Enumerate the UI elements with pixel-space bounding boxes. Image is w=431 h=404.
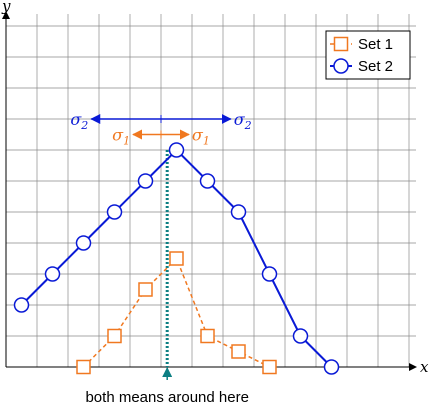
data-point-set1	[138, 282, 153, 297]
axes: xy	[1, 0, 429, 376]
sigma-1-label-right: σ1	[192, 126, 210, 148]
data-point-set2	[44, 266, 61, 282]
sigma-2-label-right: σ2	[234, 110, 252, 132]
legend: Set 1 Set 2	[325, 30, 411, 80]
series	[13, 142, 340, 375]
annotations: both means around here σ2 σ2 σ1 σ1	[70, 110, 251, 404]
legend-marker-2	[333, 58, 349, 74]
data-point-set2	[230, 204, 247, 220]
data-point-set2	[137, 173, 154, 189]
data-point-set2	[168, 142, 185, 158]
sigma-2-label-left: σ2	[70, 110, 88, 132]
data-point-set2	[13, 297, 30, 313]
data-point-set2	[199, 173, 216, 189]
data-point-set1	[262, 359, 277, 375]
legend-label-2: Set 2	[358, 58, 393, 75]
sigma-1-label-left: σ1	[112, 126, 130, 148]
legend-marker-1	[333, 36, 349, 52]
data-point-set1	[231, 344, 246, 359]
data-point-set1	[107, 328, 122, 344]
data-point-set1	[76, 359, 91, 375]
data-point-set2	[292, 328, 309, 344]
data-point-set2	[261, 266, 278, 282]
data-point-set2	[75, 235, 92, 251]
data-point-set2	[106, 204, 123, 220]
x-axis-label: x	[420, 358, 429, 376]
data-point-set1	[169, 251, 184, 266]
data-point-set1	[200, 328, 215, 344]
data-point-set2	[323, 359, 340, 375]
legend-label-1: Set 1	[358, 36, 393, 53]
y-axis-label: y	[1, 0, 11, 15]
mean-annotation-text: both means around here	[85, 389, 248, 404]
